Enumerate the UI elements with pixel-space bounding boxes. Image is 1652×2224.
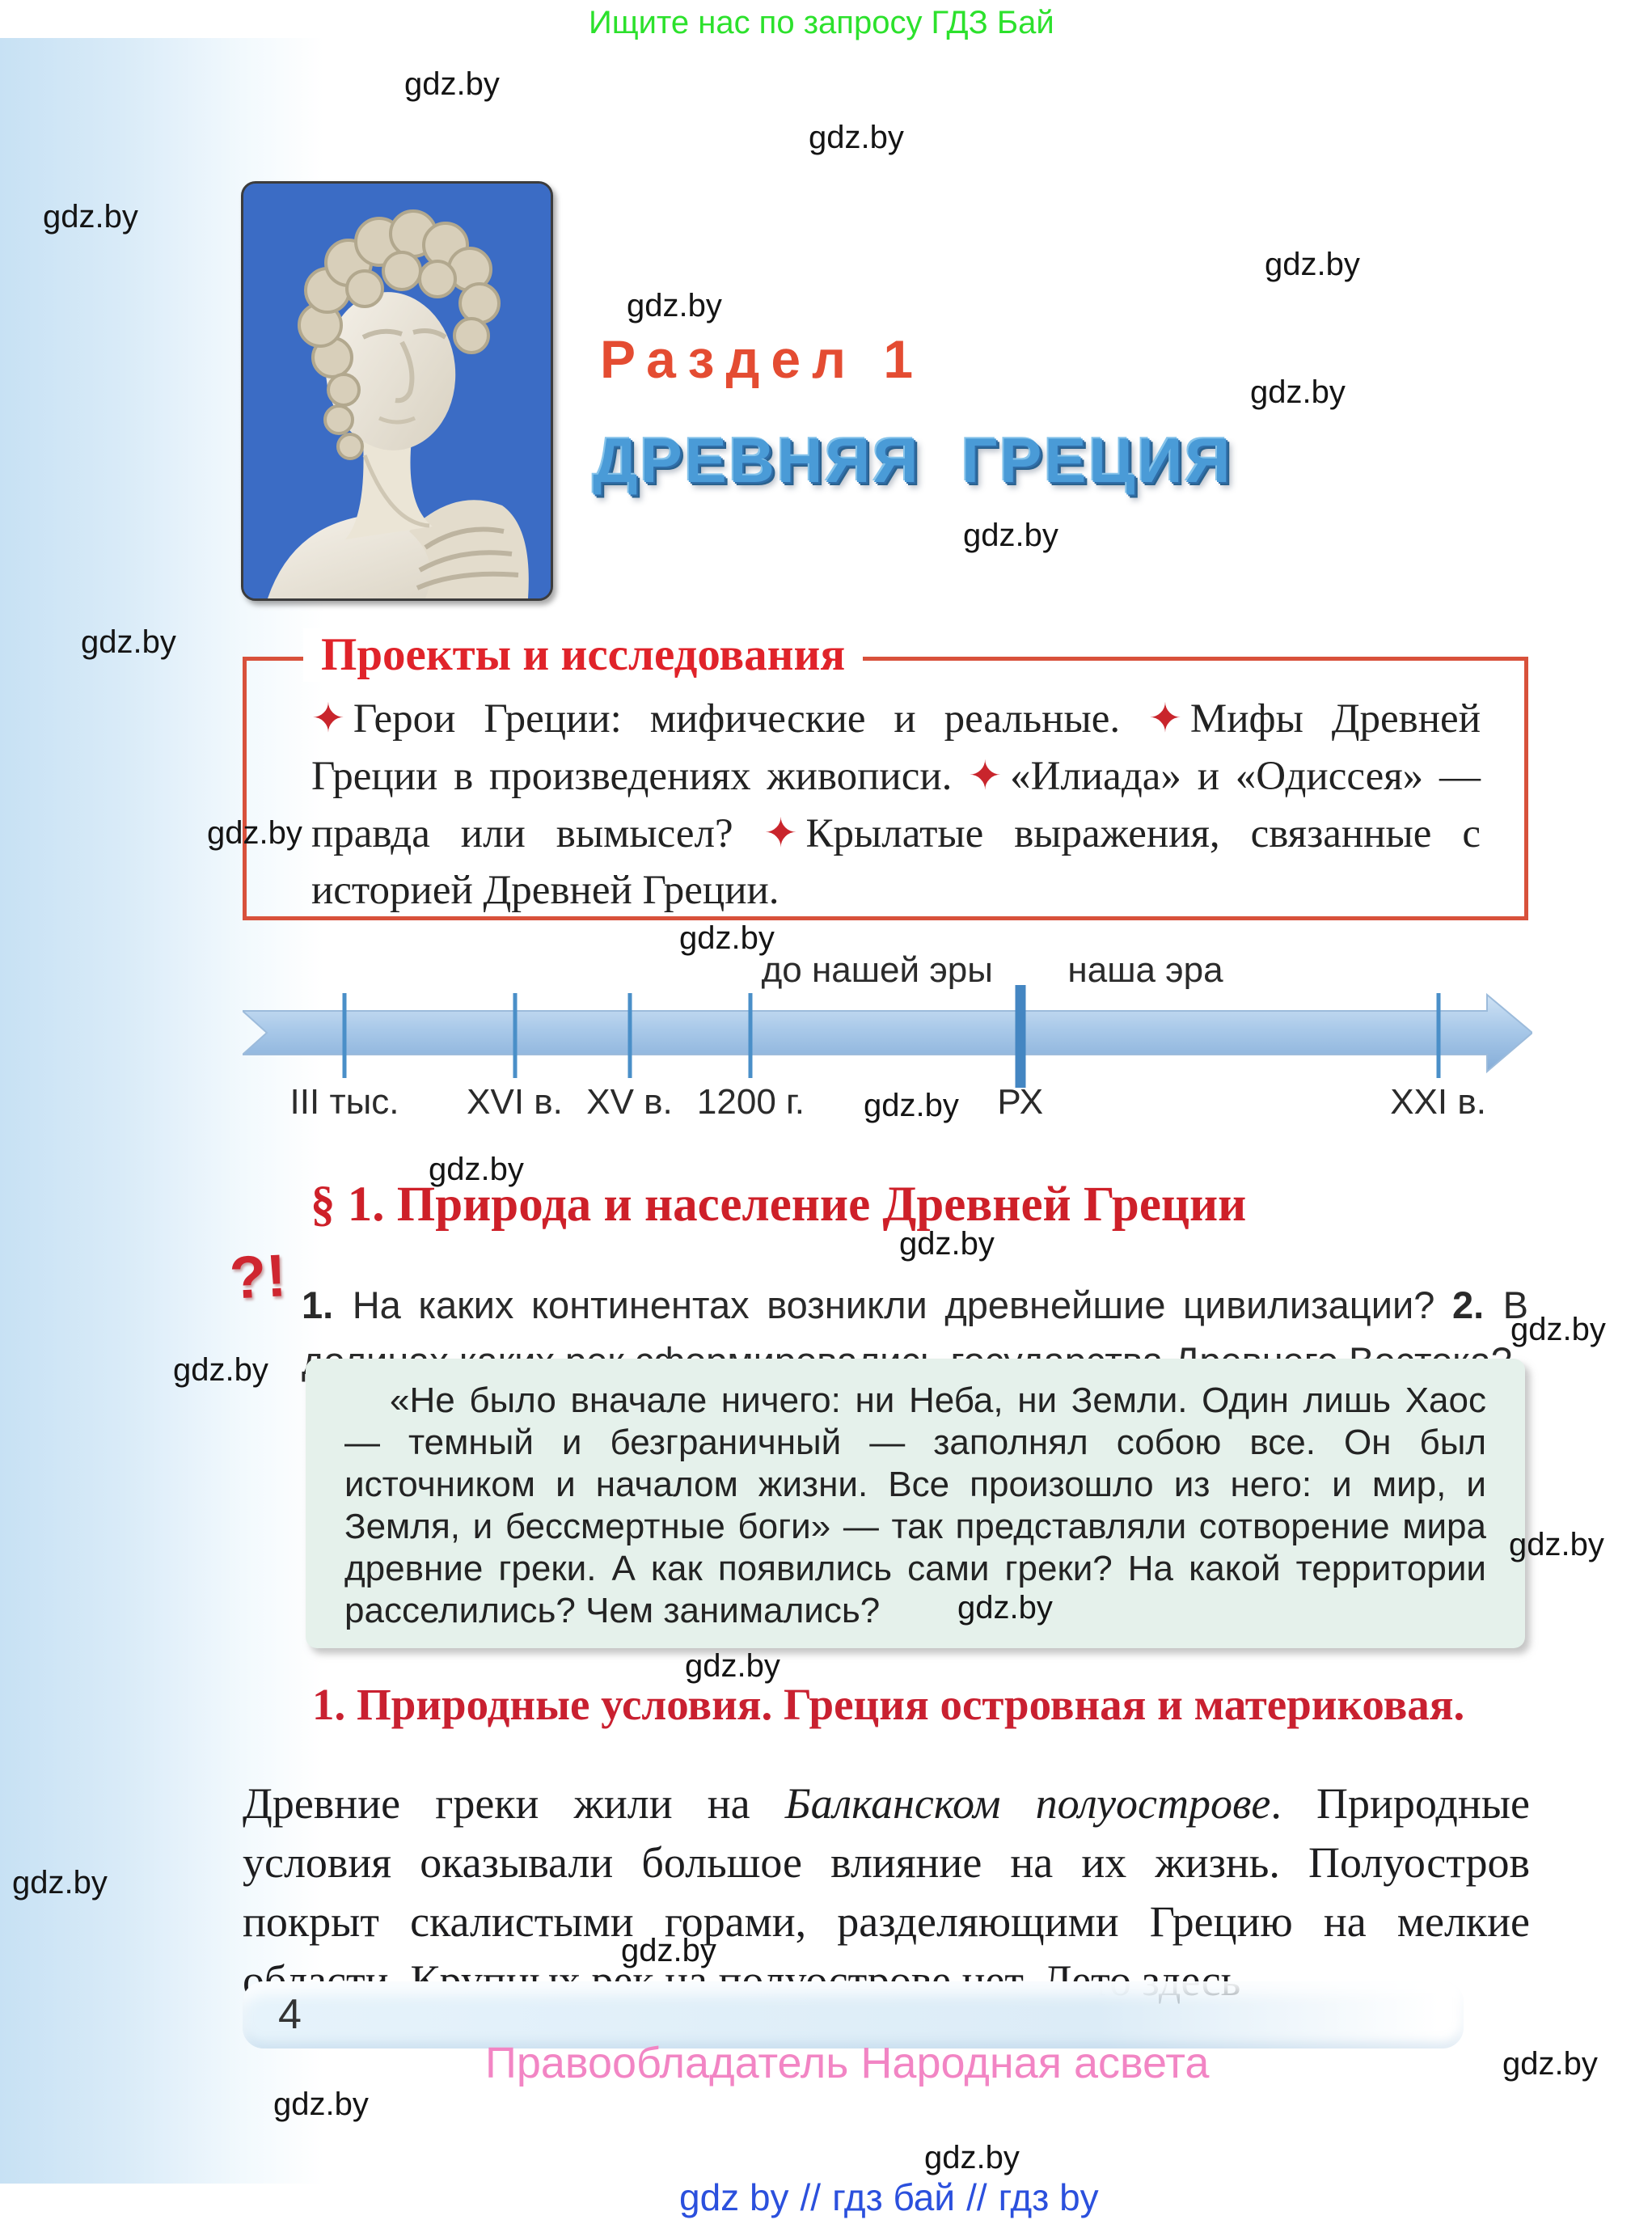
gdz-watermark: gdz.by (809, 120, 904, 155)
timeline-tick (1015, 985, 1026, 1088)
body-text-italic: Балканском полуострове (784, 1779, 1271, 1828)
timeline-tick (342, 993, 347, 1078)
gdz-watermark: gdz.by (1265, 247, 1360, 282)
diamond-bullet-icon: ✦ (763, 810, 798, 856)
quote-text: «Не было вначале ничего: ни Неба, ни Зем… (344, 1380, 1486, 1630)
nature-heading: 1. Природные условия. Греция островная и… (312, 1680, 1465, 1729)
top-banner: Ищите нас по запросу ГДЗ Бай (589, 5, 1054, 40)
era-label-ad: наша эра (1067, 950, 1223, 990)
timeline-tick-label: РХ (997, 1082, 1044, 1122)
quote-box: «Не было вначале ничего: ни Неба, ни Зем… (306, 1359, 1525, 1648)
timeline-tick (513, 993, 518, 1078)
gdz-watermark: gdz.by (1250, 374, 1346, 410)
era-label-bc: до нашей эры (761, 950, 993, 990)
timeline-tick (1436, 993, 1441, 1078)
paragraph-heading: § 1. Природа и население Древней Греции (311, 1178, 1247, 1232)
link-separator: // (800, 2176, 822, 2218)
timeline-arrow (243, 992, 1532, 1074)
footer-link[interactable]: гдз бай (832, 2176, 956, 2218)
body-text-before: Древние греки жили на (243, 1779, 785, 1828)
page-number: 4 (278, 1991, 302, 2038)
statue-image (241, 181, 553, 601)
gdz-watermark: gdz.by (404, 66, 500, 102)
diamond-bullet-icon: ✦ (968, 753, 1003, 798)
timeline-tick-label: XXI в. (1390, 1082, 1486, 1122)
copyright-text: Правообладатель Народная асвета (485, 2039, 1210, 2087)
gdz-watermark: gdz.by (627, 288, 722, 323)
footer-links: gdz by //гдз бай// гдз by (679, 2175, 1099, 2219)
gdz-watermark: gdz.by (963, 518, 1058, 553)
timeline-tick (748, 993, 753, 1078)
timeline-tick-label: XV в. (586, 1082, 673, 1122)
timeline-tick-label: III тыс. (289, 1082, 399, 1122)
question-exclamation-icon: ?! (227, 1241, 288, 1312)
timeline-tick-label: 1200 г. (696, 1082, 805, 1122)
question-number: 2. (1451, 1283, 1503, 1326)
apollo-statue-illustration (243, 184, 551, 598)
footer-link[interactable]: гдз by (998, 2176, 1099, 2218)
page-number-bar: 4 (243, 1981, 1464, 2049)
link-separator: // (966, 2176, 987, 2218)
projects-box: Проекты и исследования ✦ Герои Греции: ми… (243, 628, 1528, 920)
question-number: 1. (302, 1283, 353, 1326)
projects-text: ✦ Герои Греции: мифические и реальные. ✦ М… (311, 696, 1481, 913)
projects-box-title: Проекты и исследования (303, 628, 864, 682)
gdz-watermark: gdz.by (1502, 2046, 1598, 2082)
section-title: ДРЕВНЯЯ ГРЕЦИЯ (593, 425, 1233, 496)
footer-link[interactable]: gdz by (679, 2176, 789, 2218)
body-paragraph: Древние греки жили на Балканском полуост… (243, 1774, 1530, 2010)
diamond-bullet-icon: ✦ (1148, 696, 1182, 741)
timeline-tick (627, 993, 632, 1078)
diamond-bullet-icon: ✦ (311, 696, 345, 741)
timeline-tick-label: XVI в. (467, 1082, 563, 1122)
section-kicker: Раздел 1 (600, 329, 925, 389)
gdz-watermark: gdz.by (924, 2140, 1020, 2175)
timeline: до нашей эры наша эра III тыс. XVI в. XV в… (243, 950, 1532, 1122)
